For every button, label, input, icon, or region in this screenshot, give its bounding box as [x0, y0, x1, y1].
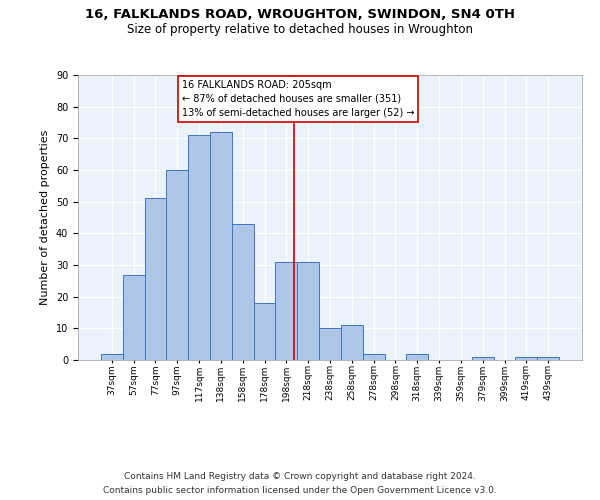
Bar	[101, 354, 123, 360]
Bar	[210, 132, 232, 360]
Text: 16, FALKLANDS ROAD, WROUGHTON, SWINDON, SN4 0TH: 16, FALKLANDS ROAD, WROUGHTON, SWINDON, …	[85, 8, 515, 20]
Bar	[232, 224, 254, 360]
Bar	[123, 274, 145, 360]
Bar	[341, 325, 363, 360]
Bar	[275, 262, 297, 360]
Bar	[319, 328, 341, 360]
Bar	[254, 303, 275, 360]
Bar	[515, 357, 537, 360]
Text: Contains HM Land Registry data © Crown copyright and database right 2024.: Contains HM Land Registry data © Crown c…	[124, 472, 476, 481]
Bar	[537, 357, 559, 360]
Text: Size of property relative to detached houses in Wroughton: Size of property relative to detached ho…	[127, 22, 473, 36]
Y-axis label: Number of detached properties: Number of detached properties	[40, 130, 50, 305]
Bar	[145, 198, 166, 360]
Bar	[472, 357, 494, 360]
Text: 16 FALKLANDS ROAD: 205sqm
← 87% of detached houses are smaller (351)
13% of semi: 16 FALKLANDS ROAD: 205sqm ← 87% of detac…	[182, 80, 414, 118]
Bar	[406, 354, 428, 360]
Bar	[363, 354, 385, 360]
Bar	[188, 135, 210, 360]
Text: Contains public sector information licensed under the Open Government Licence v3: Contains public sector information licen…	[103, 486, 497, 495]
Bar	[166, 170, 188, 360]
Bar	[297, 262, 319, 360]
